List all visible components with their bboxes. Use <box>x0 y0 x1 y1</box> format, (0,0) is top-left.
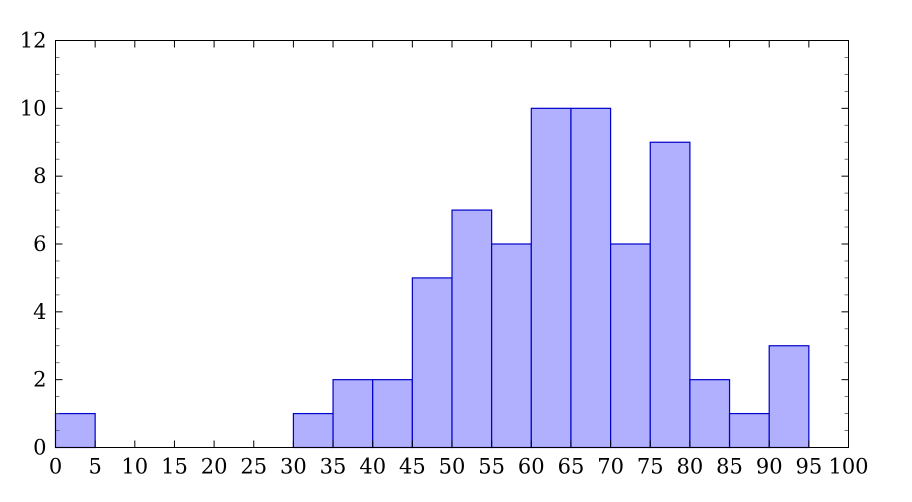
x-tick-label-80: 80 <box>677 455 704 479</box>
y-tick-label-6: 6 <box>33 232 46 256</box>
x-tick-label-10: 10 <box>121 455 148 479</box>
histogram-bar-85-90 <box>728 412 770 449</box>
y-tick-labels: 0 2 4 6 8 10 12 <box>20 29 47 460</box>
bars-group <box>54 107 810 449</box>
x-tick-label-100: 100 <box>828 455 868 479</box>
histogram-bar-40-45 <box>372 379 413 449</box>
histogram-bar-80-85 <box>689 379 731 449</box>
y-tick-label-0: 0 <box>33 436 46 460</box>
y-tick-label-12: 12 <box>20 29 47 53</box>
x-tick-label-0: 0 <box>49 455 62 479</box>
x-tick-label-85: 85 <box>716 455 743 479</box>
histogram-bar-55-60 <box>491 243 532 449</box>
x-tick-label-50: 50 <box>439 455 466 479</box>
x-tick-label-5: 5 <box>88 455 101 479</box>
x-tick-label-20: 20 <box>201 455 228 479</box>
histogram-bar-90-95 <box>768 345 810 449</box>
histogram-bar-0-5 <box>54 412 96 449</box>
x-tick-label-95: 95 <box>795 455 822 479</box>
x-tick-label-90: 90 <box>756 455 783 479</box>
y-tick-label-10: 10 <box>20 96 47 120</box>
x-tick-label-25: 25 <box>240 455 267 479</box>
histogram-bar-45-50 <box>411 277 453 449</box>
histogram-bar-50-55 <box>451 209 493 449</box>
y-tick-label-8: 8 <box>33 164 46 188</box>
x-tick-label-45: 45 <box>399 455 426 479</box>
x-tick-label-55: 55 <box>478 455 505 479</box>
x-tick-label-30: 30 <box>280 455 307 479</box>
x-tick-label-75: 75 <box>637 455 664 479</box>
x-tick-label-40: 40 <box>359 455 386 479</box>
plot-frame <box>55 40 849 448</box>
x-tick-label-15: 15 <box>161 455 188 479</box>
histogram-bar-75-80 <box>649 141 691 449</box>
histogram-bar-30-35 <box>292 412 334 449</box>
x-tick-label-70: 70 <box>597 455 624 479</box>
minor-ticks-group <box>55 57 849 431</box>
y-tick-label-2: 2 <box>33 368 46 392</box>
x-tick-label-65: 65 <box>558 455 585 479</box>
histogram-bar-60-65 <box>530 107 572 449</box>
histogram-bar-65-70 <box>570 107 612 449</box>
histogram-bar-35-40 <box>332 379 374 449</box>
x-tick-labels: 0 5 10 15 20 25 30 35 40 45 50 55 60 65 70 75 80 85 90 95 10… <box>49 455 869 479</box>
y-tick-label-4: 4 <box>33 300 46 324</box>
x-tick-label-60: 60 <box>518 455 545 479</box>
histogram-bar-70-75 <box>609 243 651 449</box>
x-tick-label-35: 35 <box>320 455 347 479</box>
